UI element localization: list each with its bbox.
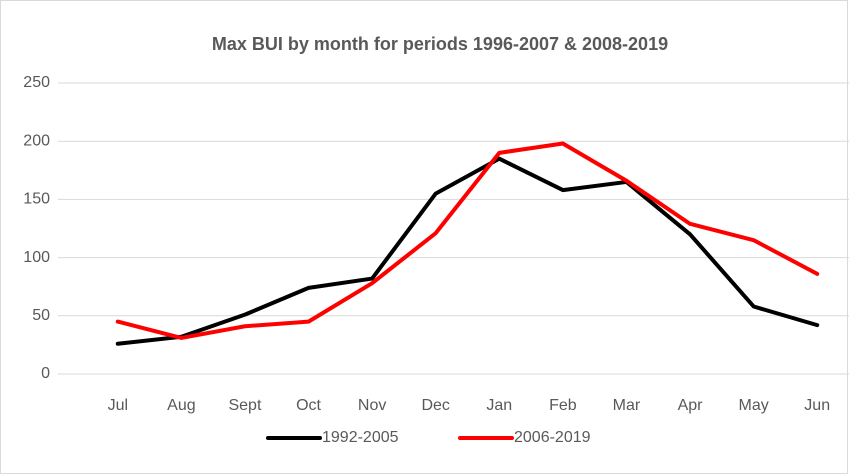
x-tick-label: Sept bbox=[228, 397, 261, 414]
chart-title: Max BUI by month for periods 1996-2007 &… bbox=[212, 34, 668, 54]
y-tick-label: 50 bbox=[32, 307, 50, 324]
x-tick-label: Jun bbox=[804, 397, 830, 414]
legend-label: 1992-2005 bbox=[322, 429, 399, 446]
y-tick-label: 200 bbox=[23, 132, 50, 149]
x-tick-label: Jul bbox=[108, 397, 128, 414]
legend-label: 2006-2019 bbox=[514, 429, 591, 446]
y-tick-label: 0 bbox=[41, 365, 50, 382]
x-tick-label: Feb bbox=[549, 397, 577, 414]
x-tick-label: Jan bbox=[486, 397, 512, 414]
x-tick-label: Nov bbox=[358, 397, 386, 414]
data-line bbox=[115, 141, 820, 340]
x-tick-label: Aug bbox=[167, 397, 195, 414]
y-tick-label: 150 bbox=[23, 191, 50, 208]
x-tick-label: May bbox=[739, 397, 769, 414]
x-tick-label: Dec bbox=[421, 397, 449, 414]
x-tick-label: Apr bbox=[678, 397, 704, 414]
y-tick-label: 100 bbox=[23, 249, 50, 266]
x-tick-label: Oct bbox=[296, 397, 321, 414]
data-line bbox=[115, 156, 820, 346]
x-tick-label: Mar bbox=[613, 397, 641, 414]
y-tick-label: 250 bbox=[23, 74, 50, 91]
